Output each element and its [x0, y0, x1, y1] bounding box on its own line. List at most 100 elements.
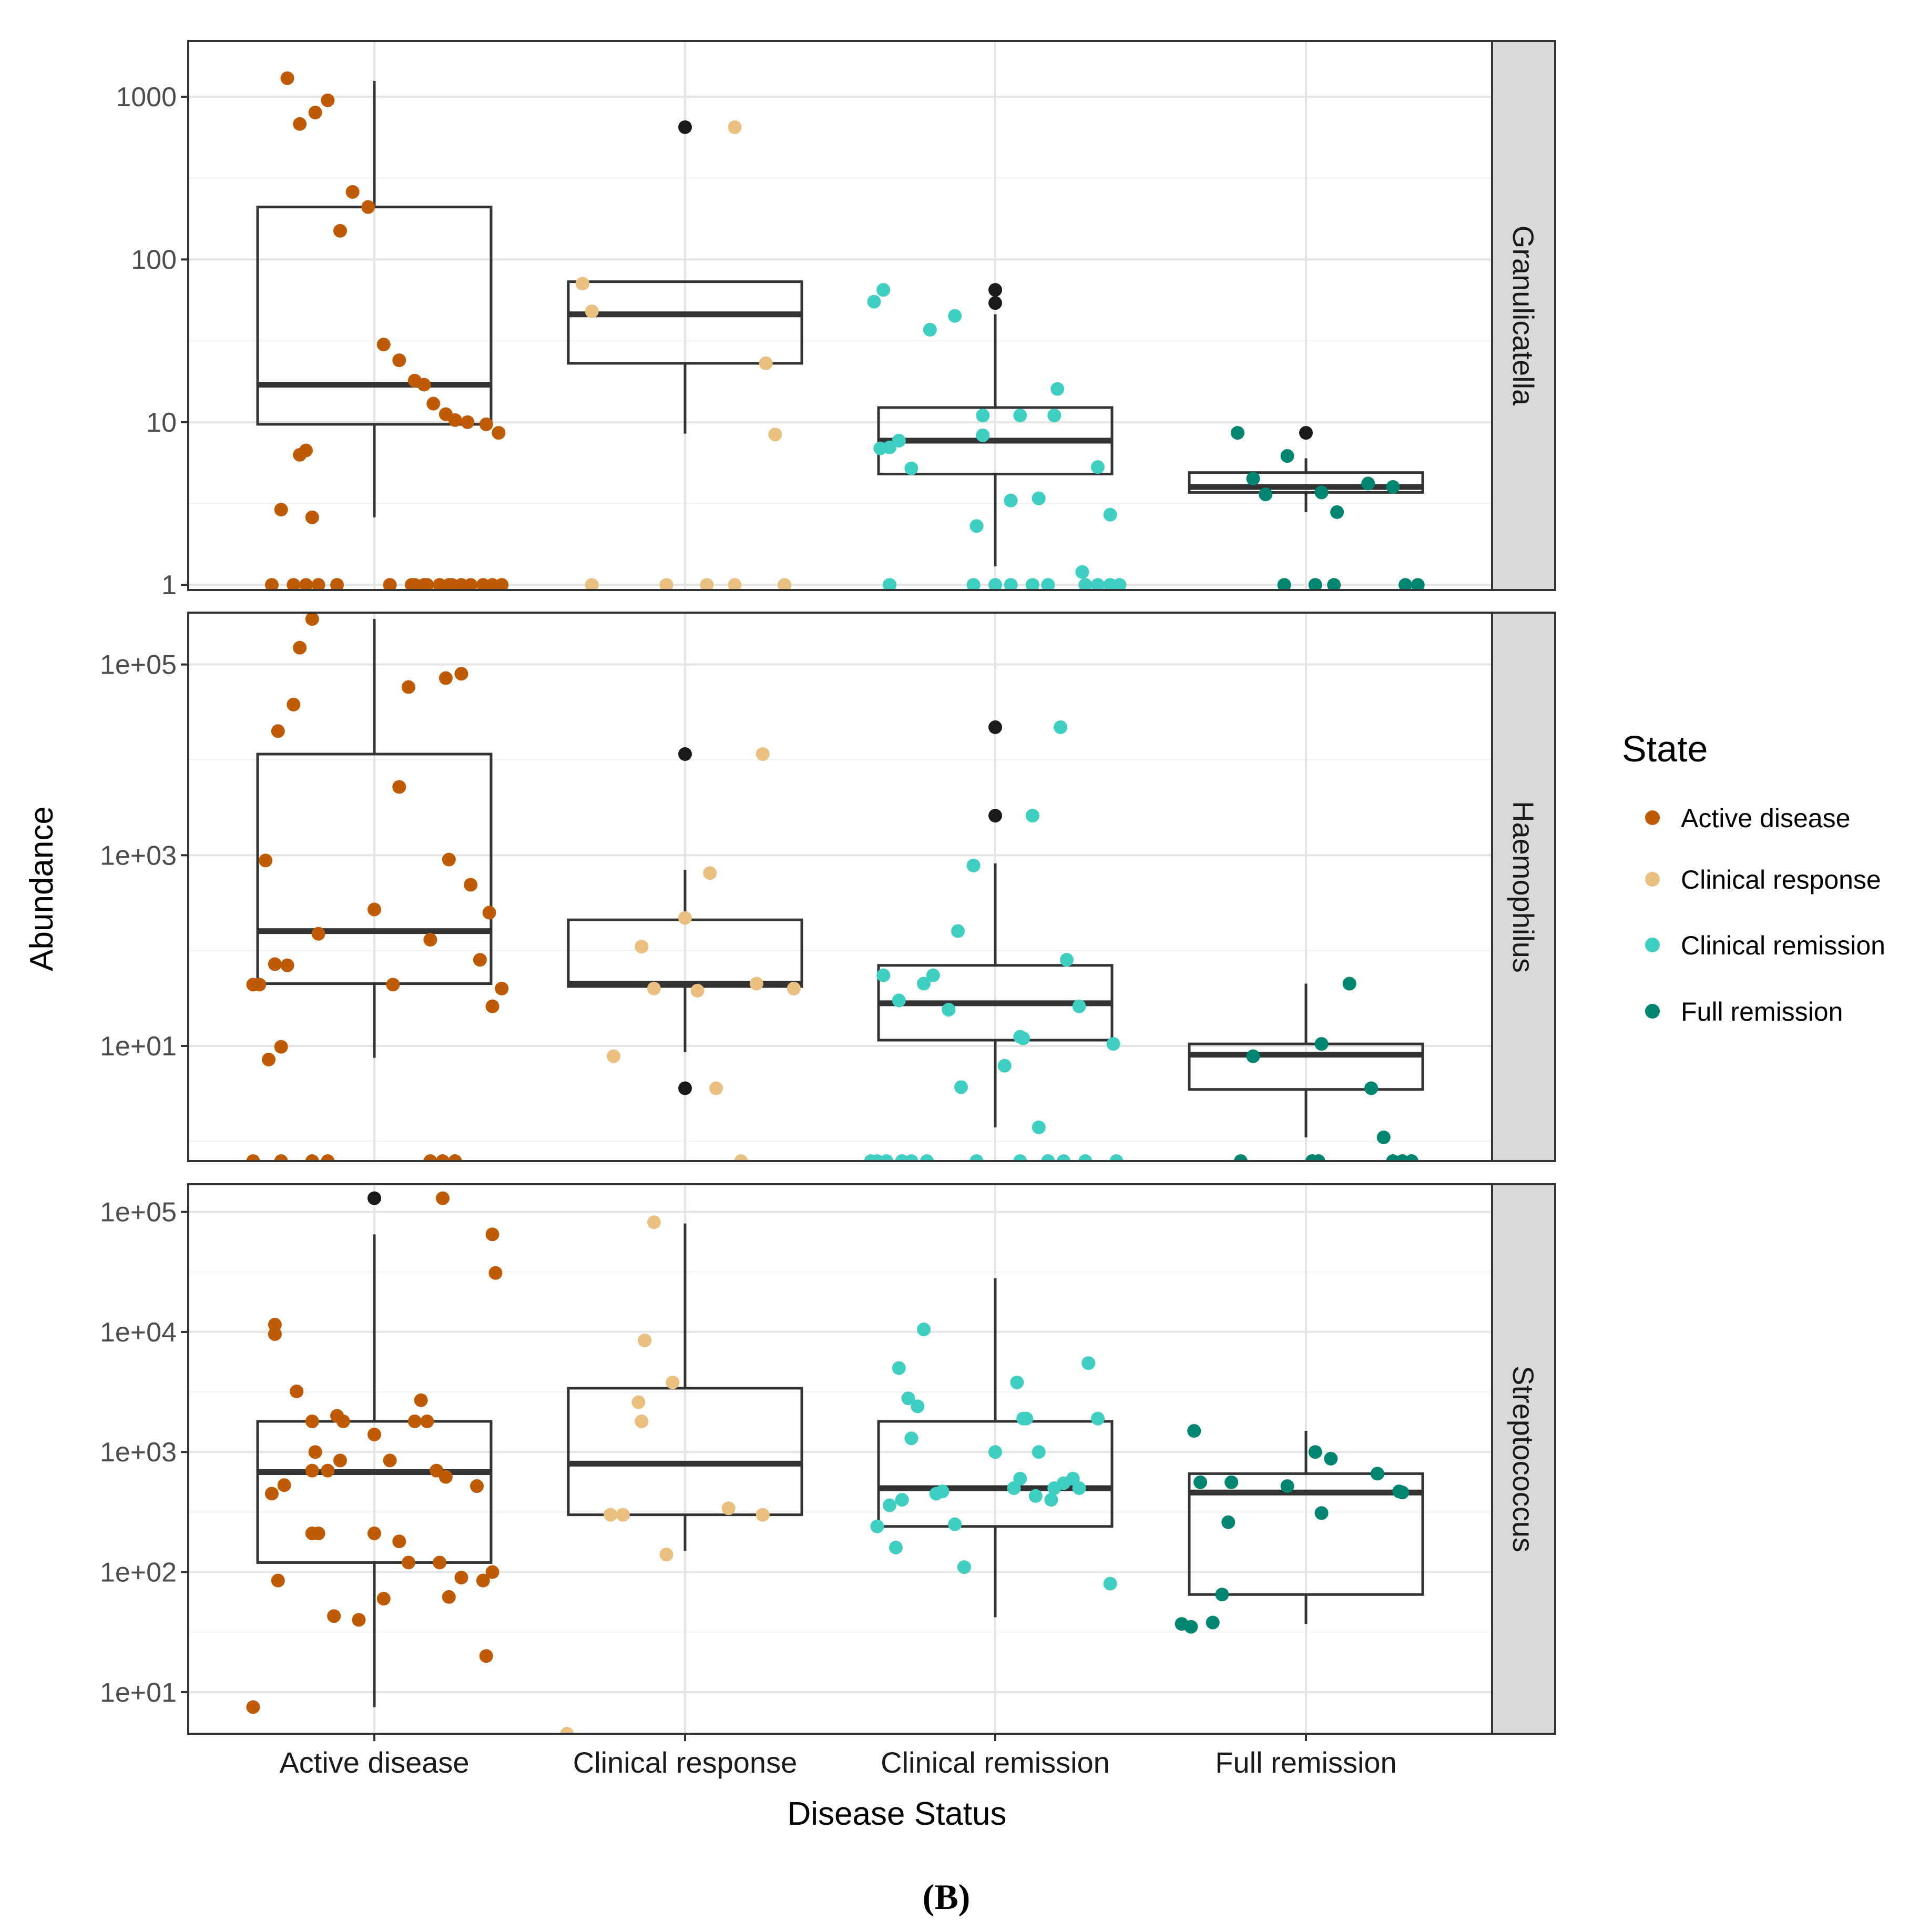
data-point — [867, 294, 881, 309]
data-point — [305, 1154, 319, 1161]
data-point — [951, 924, 965, 938]
data-point — [635, 940, 649, 954]
data-point — [274, 1040, 288, 1054]
data-point — [1259, 487, 1273, 502]
data-point — [969, 519, 984, 533]
y-tick-label: 1e+04 — [100, 1317, 177, 1348]
data-point — [287, 578, 301, 590]
x-tick-label: Full remission — [1215, 1746, 1396, 1779]
data-point — [252, 978, 267, 992]
data-point — [376, 1592, 391, 1606]
box-iqr — [256, 1420, 493, 1564]
data-point — [430, 1463, 444, 1478]
x-tick-label: Clinical response — [573, 1746, 797, 1779]
boxplot-2 — [877, 283, 1114, 566]
data-point — [575, 277, 589, 291]
data-point — [997, 1059, 1012, 1073]
data-point — [1075, 565, 1089, 579]
data-point — [311, 1526, 325, 1540]
data-point — [333, 223, 347, 238]
box-iqr — [877, 1420, 1114, 1528]
data-point — [1314, 1037, 1329, 1051]
data-point — [274, 1154, 288, 1161]
y-tick-label: 1e+01 — [100, 1677, 177, 1708]
data-point — [988, 1445, 1002, 1459]
data-point — [966, 578, 981, 590]
data-point — [616, 1508, 630, 1522]
data-point — [482, 906, 496, 920]
data-point — [1103, 1577, 1117, 1591]
data-point — [262, 1052, 276, 1066]
data-point — [414, 1393, 428, 1407]
data-point — [1078, 578, 1093, 590]
data-point — [327, 1609, 341, 1623]
data-point — [1224, 1475, 1239, 1489]
data-point — [1314, 485, 1329, 500]
data-point — [485, 999, 499, 1013]
data-point — [402, 1555, 416, 1570]
data-point — [361, 200, 375, 214]
data-point — [1041, 578, 1055, 590]
legend-entry: Clinical response — [1645, 865, 1881, 894]
data-point — [454, 667, 468, 681]
facet-strip — [1491, 1183, 1556, 1735]
data-point — [1004, 578, 1018, 590]
data-point — [883, 1498, 897, 1512]
data-point — [1311, 1154, 1325, 1161]
data-point — [585, 578, 599, 590]
legend-swatch — [1645, 938, 1660, 952]
data-point — [638, 1334, 652, 1348]
data-point — [954, 1080, 968, 1094]
data-point — [495, 981, 509, 995]
data-point — [1342, 977, 1356, 991]
data-point — [333, 1453, 347, 1468]
data-point — [492, 426, 506, 440]
data-point — [1327, 578, 1341, 590]
data-point — [778, 578, 792, 590]
data-point — [1324, 1451, 1338, 1466]
data-point — [1246, 1049, 1260, 1063]
data-point — [336, 1414, 350, 1428]
data-point — [321, 1463, 335, 1478]
data-point — [1081, 1356, 1096, 1370]
data-point — [1041, 1154, 1055, 1161]
data-point — [436, 1154, 450, 1161]
data-point — [1364, 1081, 1379, 1095]
data-point — [966, 858, 981, 872]
legend: State Active disease Clinical response Cli… — [1622, 728, 1885, 1026]
box-iqr — [1188, 1042, 1424, 1091]
data-point — [690, 983, 705, 998]
data-point — [728, 578, 742, 590]
data-point — [880, 1154, 894, 1161]
y-tick-label: 1 — [161, 570, 177, 601]
outlier-point — [988, 720, 1002, 734]
data-point — [420, 1414, 434, 1428]
outlier-point — [988, 809, 1002, 823]
data-point — [1175, 1617, 1189, 1631]
data-point — [464, 878, 478, 892]
data-point — [417, 378, 431, 392]
data-point — [678, 911, 692, 925]
data-point — [911, 1399, 925, 1414]
data-point — [700, 578, 714, 590]
data-point — [948, 1517, 962, 1531]
data-point — [1308, 1445, 1322, 1459]
data-point — [1215, 1588, 1229, 1602]
data-point — [290, 1384, 304, 1398]
data-point — [1308, 578, 1322, 590]
data-point — [749, 977, 763, 991]
data-point — [473, 953, 487, 967]
data-point — [280, 958, 294, 972]
data-point — [926, 968, 940, 982]
data-point — [1059, 953, 1074, 967]
data-point — [420, 578, 434, 590]
boxplot-1 — [567, 120, 803, 434]
data-point — [438, 671, 453, 685]
data-point — [454, 1570, 468, 1584]
data-point — [604, 1508, 618, 1522]
data-point — [345, 185, 360, 199]
data-point — [305, 1414, 319, 1428]
data-point — [259, 853, 273, 868]
x-tick-label: Active disease — [279, 1746, 469, 1779]
panel-granulicatella: 1 10 100 1000 Granulicatella — [116, 40, 1556, 601]
